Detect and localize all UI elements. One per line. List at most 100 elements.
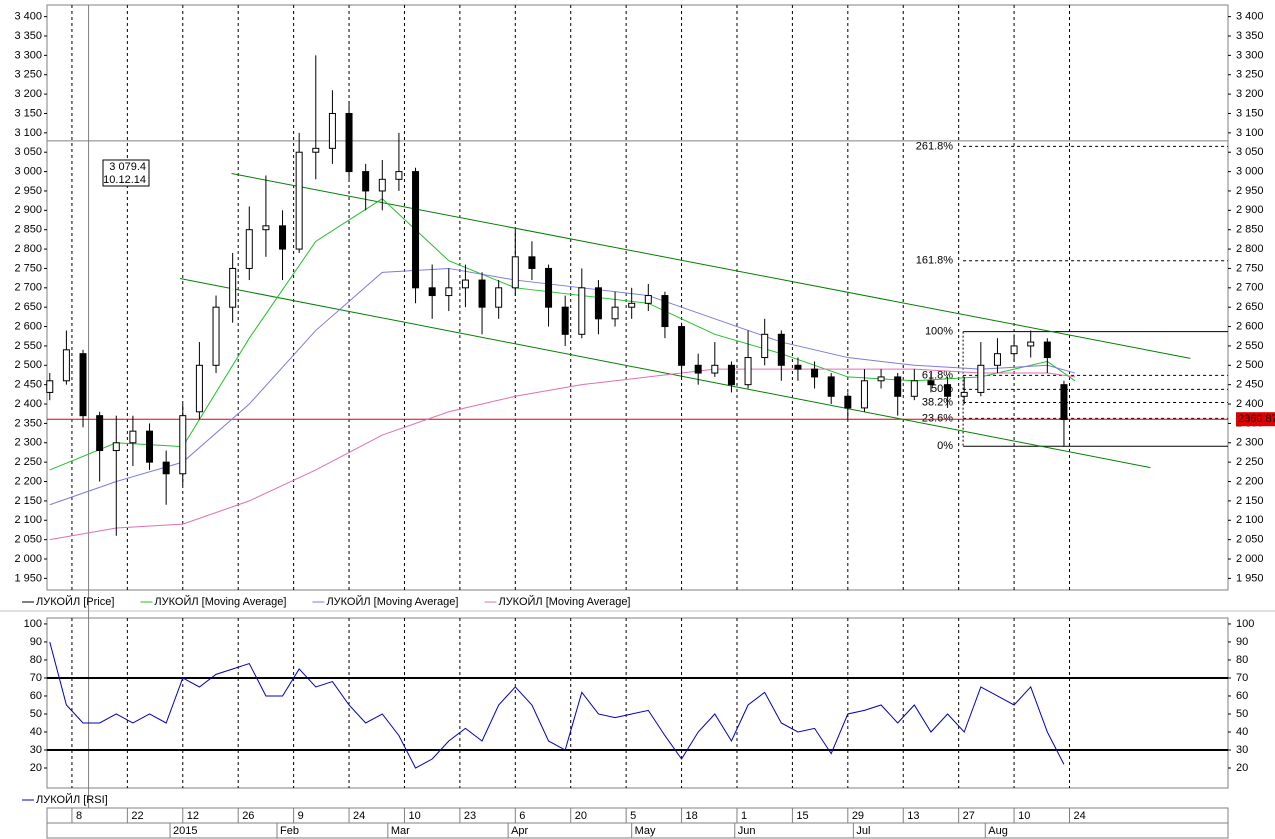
y-tick-label: 2 950 [1236, 185, 1264, 197]
fib-label: 100% [925, 325, 953, 337]
y-tick-label: 2 000 [1236, 553, 1264, 565]
candle-body [378, 178, 386, 192]
y-tick-label: 2 250 [14, 456, 42, 468]
candle-body [129, 430, 137, 444]
channel-line [231, 173, 1191, 359]
y-tick-label: 3 050 [1236, 146, 1264, 158]
y-tick-label: 3 150 [1236, 107, 1264, 119]
y-tick-label: 3 000 [1236, 165, 1264, 177]
x-tick-label: 9 [298, 810, 304, 822]
fib-label: 0% [937, 440, 953, 452]
candle-body [777, 333, 785, 366]
y-tick-label: 2 100 [1236, 514, 1264, 526]
y-tick-label: 2 450 [1236, 379, 1264, 391]
candle-body [345, 112, 353, 173]
candle-body [827, 376, 835, 397]
last-price-label: 2360.87 [1238, 413, 1275, 425]
candle-body [295, 151, 303, 250]
rsi-tick-label: 50 [1236, 708, 1248, 720]
fib-label: 23.6% [922, 412, 953, 424]
y-tick-label: 3 300 [1236, 49, 1264, 61]
y-tick-label: 2 600 [1236, 320, 1264, 332]
y-tick-label: 2 100 [14, 514, 42, 526]
rsi-tick-label: 50 [30, 708, 42, 720]
rsi-line [49, 641, 1065, 769]
y-tick-label: 2 400 [1236, 398, 1264, 410]
candle-body [794, 364, 802, 370]
candle-body [628, 302, 636, 308]
y-tick-label: 2 000 [14, 553, 42, 565]
candle-body [744, 357, 752, 386]
x-tick-label: 20 [575, 810, 587, 822]
rsi-tick-label: 30 [30, 744, 42, 756]
y-tick-label: 3 150 [14, 107, 42, 119]
rsi-tick-label: 30 [1236, 744, 1248, 756]
y-tick-label: 2 500 [1236, 359, 1264, 371]
fib-label: 161.8% [916, 255, 954, 267]
y-tick-label: 2 050 [1236, 534, 1264, 546]
candle-body [711, 364, 719, 374]
y-tick-label: 2 700 [14, 282, 42, 294]
rsi-tick-label: 80 [1236, 654, 1248, 666]
x-tick-label: 13 [907, 810, 919, 822]
last-price-box [1236, 412, 1275, 427]
candle-body [478, 279, 486, 308]
y-tick-label: 2 700 [1236, 282, 1264, 294]
candle-body [146, 430, 154, 463]
y-tick-label: 2 550 [14, 340, 42, 352]
candle-body [910, 380, 918, 397]
y-tick-label: 2 900 [14, 204, 42, 216]
legend-label: ЛУКОЙЛ [Moving Average] [498, 595, 630, 608]
rsi-tick-label: 20 [30, 762, 42, 774]
x-tick-label: 15 [796, 810, 808, 822]
fib-label: 261.8% [916, 140, 954, 152]
fib-label: 61.8% [922, 369, 953, 381]
y-tick-label: 2 850 [14, 224, 42, 236]
y-tick-label: 3 350 [1236, 30, 1264, 42]
candle-body [428, 287, 436, 297]
rsi-tick-label: 90 [30, 636, 42, 648]
candle-body [412, 171, 420, 289]
candle-body [960, 391, 968, 397]
x-tick-label: 10 [1018, 810, 1030, 822]
month-label: Aug [988, 825, 1008, 837]
y-tick-label: 3 250 [14, 69, 42, 81]
candle-body [245, 229, 253, 269]
candle-body [727, 364, 735, 386]
candle-body [328, 112, 336, 149]
y-tick-label: 2 950 [14, 185, 42, 197]
candle-body [495, 287, 503, 308]
y-tick-label: 2 300 [14, 437, 42, 449]
candle-body [112, 442, 120, 452]
candle-body [79, 353, 87, 417]
y-tick-label: 2 150 [14, 495, 42, 507]
rsi-tick-label: 70 [1236, 672, 1248, 684]
x-tick-label: 24 [1073, 810, 1085, 822]
y-tick-label: 2 750 [14, 262, 42, 274]
candle-body [528, 256, 536, 269]
y-tick-label: 3 050 [14, 146, 42, 158]
candle-body [262, 225, 270, 231]
candle-body [395, 171, 403, 180]
rsi-tick-label: 40 [1236, 726, 1248, 738]
candle-body [362, 171, 370, 192]
x-tick-label: 24 [353, 810, 365, 822]
y-tick-label: 3 200 [14, 88, 42, 100]
candle-body [561, 306, 569, 335]
candle-body [46, 380, 54, 393]
candle-body [844, 395, 852, 409]
candle-body [877, 376, 885, 382]
legend-label: ЛУКОЙЛ [Price] [36, 595, 114, 608]
candle-body [461, 279, 469, 289]
y-tick-label: 2 600 [14, 320, 42, 332]
candle-body [62, 349, 70, 382]
y-tick-label: 3 400 [14, 11, 42, 23]
month-label: Apr [511, 825, 528, 837]
candle-body [761, 333, 769, 359]
y-tick-label: 2 350 [14, 417, 42, 429]
crosshair-box [102, 159, 150, 187]
y-tick-label: 1 950 [14, 572, 42, 584]
candle-body [545, 267, 553, 308]
y-tick-label: 3 100 [14, 127, 42, 139]
